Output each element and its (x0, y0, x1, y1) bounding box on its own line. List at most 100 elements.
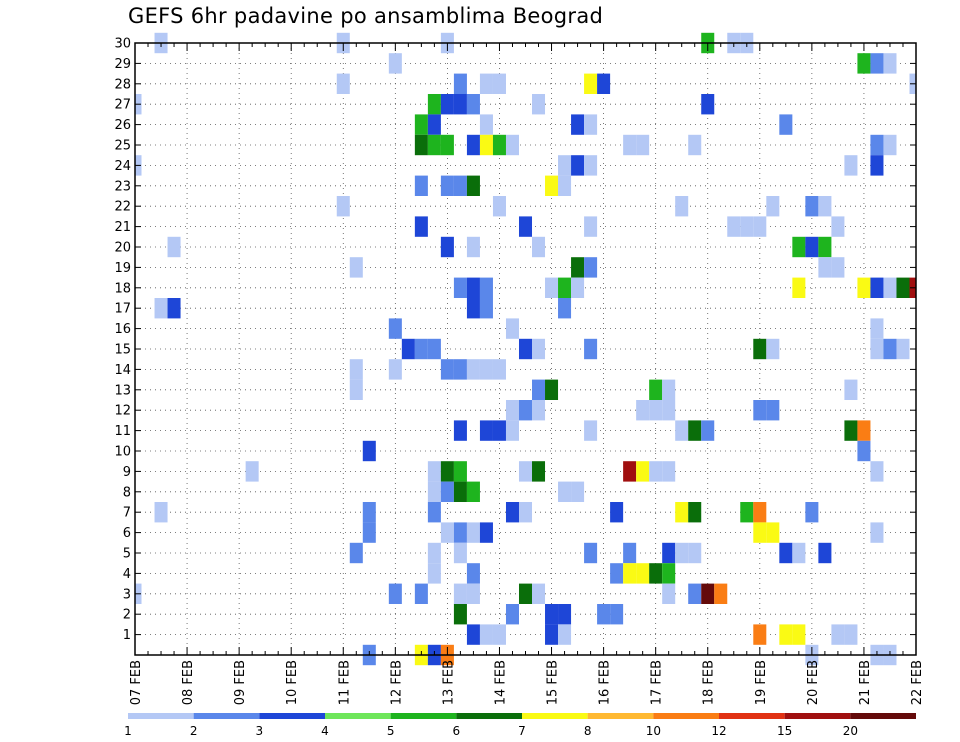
precip-cell (414, 114, 428, 135)
precip-cell (844, 379, 858, 400)
precip-cell (532, 236, 546, 258)
precip-cell (532, 461, 546, 482)
precip-cell (453, 359, 467, 380)
x-tick-label: 21 FEB (858, 660, 873, 705)
x-tick-label: 19 FEB (754, 660, 769, 705)
precip-cell (584, 216, 598, 237)
precip-cell (870, 155, 884, 176)
precip-cell (662, 563, 676, 584)
precip-cell (688, 420, 702, 441)
precip-cell (545, 604, 559, 625)
precip-cell (818, 542, 832, 564)
precip-cell (453, 583, 467, 604)
precip-cell (453, 277, 467, 298)
precip-cell (779, 624, 793, 645)
y-tick-label: 2 (123, 608, 131, 623)
precip-cell (740, 502, 754, 523)
precip-cell (362, 440, 376, 462)
precip-cell (675, 420, 689, 441)
legend-swatch (128, 713, 194, 719)
precip-cell (479, 134, 493, 156)
precip-cell (427, 542, 441, 564)
precip-cell (245, 461, 259, 482)
precip-cell (779, 542, 793, 564)
legend-label: 5 (387, 724, 395, 738)
precip-cell (831, 257, 845, 278)
precip-cell (518, 583, 533, 604)
precip-cell (492, 359, 506, 380)
precip-cell (597, 73, 611, 94)
precip-cell (349, 542, 363, 564)
legend-swatch (456, 713, 522, 719)
precip-cell (870, 53, 884, 74)
data-cells (135, 32, 916, 666)
precip-cell (466, 134, 480, 156)
precip-cell (870, 277, 884, 298)
legend-swatch (653, 713, 719, 719)
y-tick-label: 16 (114, 322, 131, 337)
precip-cell (623, 563, 637, 584)
precip-cell (479, 298, 493, 319)
precip-cell (610, 502, 624, 523)
precip-cell (414, 134, 428, 156)
y-tick-label: 28 (114, 77, 131, 92)
precip-cell (427, 461, 441, 482)
precip-cell (558, 175, 572, 196)
precip-cell (427, 338, 441, 360)
precip-cell (479, 420, 493, 441)
precip-cell (688, 134, 702, 156)
precip-cell (818, 257, 832, 278)
precip-cell (727, 216, 741, 237)
x-tick-label: 10 FEB (285, 660, 300, 705)
precip-cell (740, 216, 754, 237)
precip-cell (492, 73, 506, 94)
precip-cell (870, 338, 884, 360)
precip-cell (362, 522, 376, 543)
legend-label: 3 (256, 724, 264, 738)
precip-cell (349, 257, 363, 278)
x-tick-label: 22 FEB (910, 660, 925, 705)
y-tick-label: 10 (114, 445, 131, 460)
precip-cell (649, 400, 663, 421)
precip-cell (440, 481, 454, 502)
precip-cell (623, 134, 637, 156)
y-tick-label: 20 (114, 241, 131, 256)
precip-cell (453, 461, 467, 482)
precip-cell (870, 134, 884, 156)
precip-cell (558, 298, 572, 319)
precip-cell (818, 236, 832, 258)
y-tick-label: 24 (114, 159, 131, 174)
precip-cell (753, 502, 767, 523)
precip-cell (466, 236, 480, 258)
precip-cell (766, 522, 780, 543)
legend-label: 8 (584, 724, 592, 738)
precip-cell (805, 196, 819, 217)
y-tick-label: 3 (123, 587, 131, 602)
x-tick-label: 11 FEB (337, 660, 352, 705)
precip-cell (675, 196, 689, 217)
precip-cell (675, 502, 689, 523)
precip-cell (505, 134, 519, 156)
y-tick-label: 25 (114, 139, 131, 154)
precip-cell (844, 420, 858, 441)
precip-cell (870, 461, 884, 482)
precip-cell (701, 583, 715, 604)
precip-cell (883, 134, 897, 156)
precip-cell (584, 73, 598, 94)
precip-cell (427, 134, 441, 156)
y-tick-label: 8 (123, 485, 131, 500)
precip-cell (649, 461, 663, 482)
precip-cell (883, 338, 897, 360)
precip-cell (154, 298, 168, 319)
precip-cell (414, 338, 428, 360)
precip-cell (453, 522, 467, 543)
precip-cell (479, 277, 493, 298)
precip-cell (518, 400, 533, 421)
precip-cell (792, 542, 806, 564)
precip-cell (571, 155, 585, 176)
precip-cell (492, 134, 506, 156)
precip-cell (440, 522, 454, 543)
precip-cell (453, 94, 467, 115)
precip-cell (466, 175, 480, 196)
